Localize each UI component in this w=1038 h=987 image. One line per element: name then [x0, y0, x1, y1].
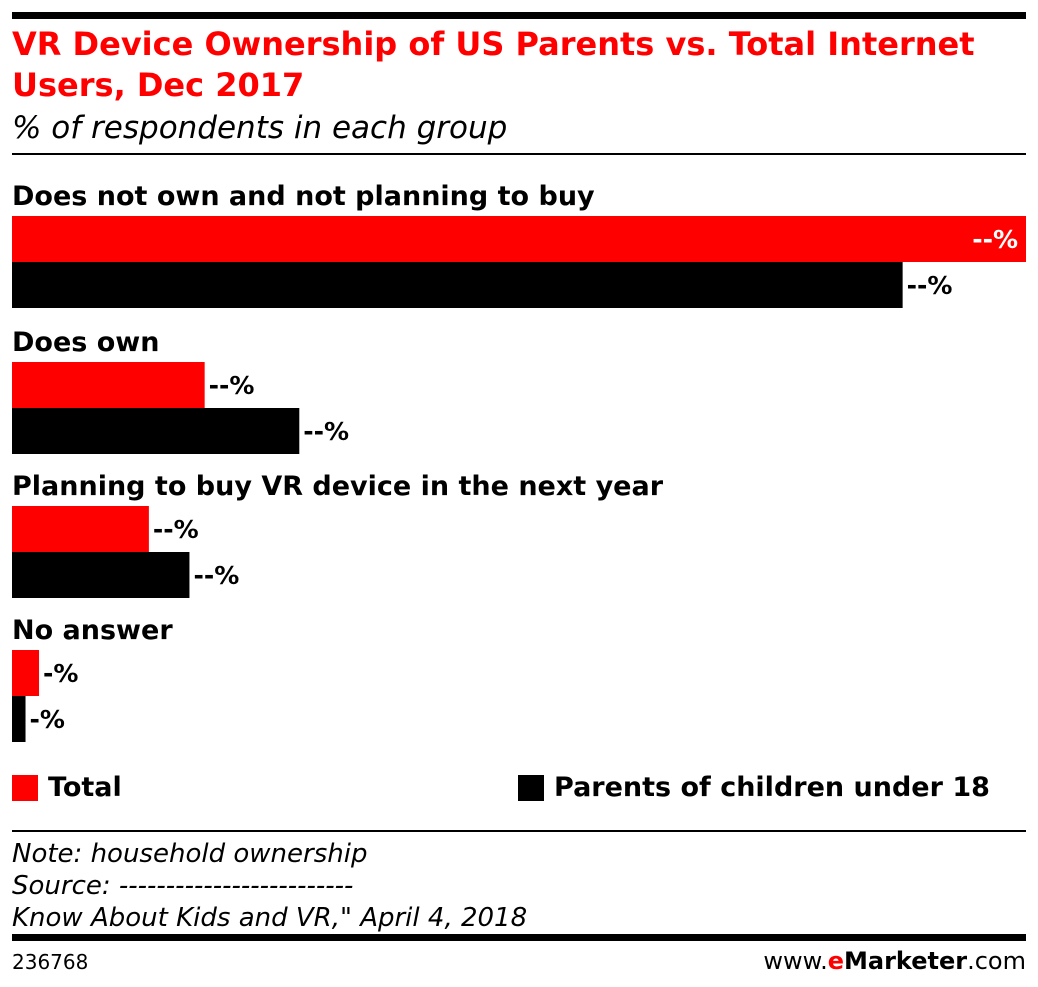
emarketer-logo: www.eMarketer.com [763, 947, 1026, 975]
value-label-parents-of-children-under-18-does-own: --% [303, 417, 349, 446]
legend-item-parents: Parents of children under 18 [518, 772, 990, 803]
bar-total-planning-to-buy-vr-device-in-the-next-year [12, 506, 149, 552]
legend-swatch-parents [518, 774, 544, 801]
bar-parents-of-children-under-18-does-not-own-and-not-planning-to-buy [12, 262, 903, 308]
brand-prefix: www. [763, 947, 828, 975]
bar-total-does-own [12, 362, 205, 408]
bar-parents-of-children-under-18-does-own [12, 408, 300, 454]
value-label-total-does-not-own-and-not-planning-to-buy: --% [972, 225, 1018, 254]
footnotes: Note: household ownership Source: ------… [12, 838, 527, 934]
note-text: Note: household ownership [12, 839, 368, 869]
value-label-total-no-answer: -% [43, 659, 78, 688]
legend-item-total: Total [12, 772, 122, 803]
category-label-does-own: Does own [12, 327, 159, 358]
bar-total-does-not-own-and-not-planning-to-buy [12, 216, 1026, 262]
category-label-does-not-own-and-not-planning-to-buy: Does not own and not planning to buy [12, 181, 595, 212]
value-label-parents-of-children-under-18-does-not-own-and-not-planning-to-buy: --% [907, 271, 953, 300]
bar-total-no-answer [12, 650, 40, 696]
legend-label-total: Total [48, 772, 122, 803]
chart-id: 236768 [12, 950, 89, 974]
category-label-planning-to-buy-vr-device-in-the-next-year: Planning to buy VR device in the next ye… [12, 471, 664, 502]
value-label-parents-of-children-under-18-no-answer: -% [30, 705, 65, 734]
header-divider [12, 153, 1026, 155]
top-rule [12, 12, 1026, 19]
source-continued-text: Know About Kids and VR," April 4, 2018 [12, 903, 528, 933]
footer-divider [12, 830, 1026, 832]
value-label-total-planning-to-buy-vr-device-in-the-next-year: --% [153, 515, 199, 544]
brand-name: Marketer [844, 947, 968, 975]
category-label-no-answer: No answer [12, 615, 173, 646]
chart-subtitle: % of respondents in each group [12, 110, 508, 146]
chart-title: VR Device Ownership of US Parents vs. To… [12, 25, 975, 104]
bar-parents-of-children-under-18-planning-to-buy-vr-device-in-the-next-year [12, 552, 190, 598]
bottom-rule [12, 934, 1026, 941]
legend-label-parents: Parents of children under 18 [554, 772, 990, 803]
value-label-total-does-own: --% [209, 371, 255, 400]
source-text: Source: ------------------------- [12, 871, 354, 901]
legend-swatch-total [12, 774, 38, 801]
bar-parents-of-children-under-18-no-answer [12, 696, 26, 742]
brand-e: e [827, 947, 845, 975]
bar-chart: Does not own and not planning to buy--%-… [12, 181, 1026, 742]
value-label-parents-of-children-under-18-planning-to-buy-vr-device-in-the-next-year: --% [193, 561, 239, 590]
brand-suffix: .com [967, 947, 1026, 975]
